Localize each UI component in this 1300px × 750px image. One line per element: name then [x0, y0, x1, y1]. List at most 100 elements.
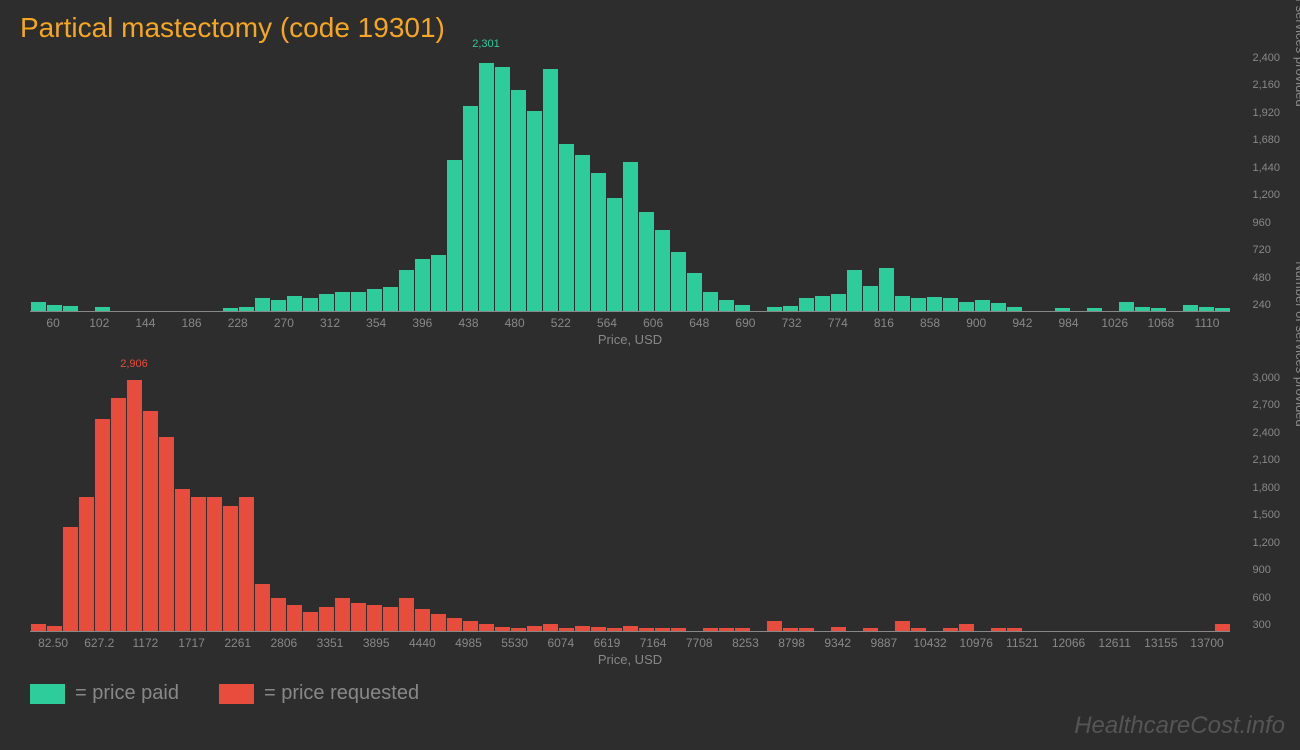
- bar: [1215, 624, 1230, 631]
- bar: [47, 626, 62, 631]
- bar: [767, 307, 782, 311]
- chart-bottom: 2,906 3006009001,2001,5001,8002,1002,400…: [30, 372, 1230, 672]
- bar: [383, 607, 398, 631]
- bar: [671, 628, 686, 631]
- bar: [63, 306, 78, 311]
- y-tick: 2,400: [1252, 52, 1280, 64]
- bar: [31, 302, 46, 311]
- bar: [479, 63, 494, 311]
- x-tick: 3895: [353, 636, 399, 650]
- bar: [815, 296, 830, 311]
- x-tick: 12066: [1045, 636, 1091, 650]
- bar: [1007, 307, 1022, 311]
- bar: [207, 497, 222, 631]
- y-tick: 1,800: [1252, 482, 1280, 494]
- x-tick: 1026: [1092, 316, 1138, 330]
- y-label-top: Number of services provided: [1293, 0, 1300, 106]
- x-tick: 6074: [538, 636, 584, 650]
- x-tick: 6619: [584, 636, 630, 650]
- x-tick: 13700: [1184, 636, 1230, 650]
- legend-label-requested: = price requested: [264, 682, 419, 705]
- x-tick: 648: [676, 316, 722, 330]
- bar: [623, 162, 638, 311]
- bar: [527, 626, 542, 631]
- bar: [367, 605, 382, 631]
- bar: [735, 305, 750, 311]
- x-tick: 438: [445, 316, 491, 330]
- bar: [351, 603, 366, 631]
- bar: [991, 628, 1006, 631]
- x-tick: 11521: [999, 636, 1045, 650]
- x-tick: 13155: [1138, 636, 1184, 650]
- bar: [95, 307, 110, 311]
- bar: [47, 305, 62, 311]
- bar: [431, 614, 446, 631]
- bar: [735, 628, 750, 631]
- bar: [655, 230, 670, 311]
- y-tick: 2,160: [1252, 79, 1280, 91]
- bar: [671, 252, 686, 311]
- x-tick: 732: [769, 316, 815, 330]
- bar: [31, 624, 46, 631]
- bar: [543, 69, 558, 311]
- x-axis-bottom: 82.50627.2117217172261280633513895444049…: [30, 636, 1230, 650]
- bar: [495, 627, 510, 631]
- y-tick: 480: [1252, 272, 1280, 284]
- bar: [1055, 308, 1070, 311]
- y-tick: 720: [1252, 244, 1280, 256]
- x-tick: 942: [999, 316, 1045, 330]
- x-tick: 2261: [215, 636, 261, 650]
- bar: [559, 628, 574, 631]
- x-tick: 10976: [953, 636, 999, 650]
- bar: [591, 173, 606, 311]
- bar: [159, 437, 174, 631]
- bar: [847, 270, 862, 311]
- bar: [575, 626, 590, 631]
- bar: [783, 628, 798, 631]
- x-label-top: Price, USD: [30, 332, 1230, 347]
- x-tick: 144: [122, 316, 168, 330]
- legend-item-requested: = price requested: [219, 682, 419, 705]
- bar: [415, 609, 430, 631]
- bar: [335, 598, 350, 631]
- x-tick: 522: [538, 316, 584, 330]
- x-label-bottom: Price, USD: [30, 652, 1230, 667]
- bar: [799, 628, 814, 631]
- watermark: HealthcareCost.info: [1074, 712, 1285, 740]
- bar: [303, 298, 318, 311]
- bars-bottom: [30, 372, 1230, 631]
- bar: [511, 628, 526, 631]
- bar: [543, 624, 558, 631]
- bar: [1119, 302, 1134, 311]
- bar: [607, 628, 622, 631]
- y-tick: 240: [1252, 299, 1280, 311]
- x-tick: 900: [953, 316, 999, 330]
- bar: [239, 497, 254, 631]
- y-tick: 1,920: [1252, 107, 1280, 119]
- bar: [959, 302, 974, 311]
- bar: [927, 297, 942, 311]
- bar: [895, 621, 910, 631]
- y-tick: 960: [1252, 217, 1280, 229]
- bars-top: [30, 52, 1230, 311]
- legend-item-paid: = price paid: [30, 682, 179, 705]
- x-tick: 9342: [815, 636, 861, 650]
- y-tick: 600: [1252, 592, 1280, 604]
- bar: [1087, 308, 1102, 311]
- bar: [655, 628, 670, 631]
- x-tick: 1172: [122, 636, 168, 650]
- x-tick: 1110: [1184, 316, 1230, 330]
- bar: [895, 296, 910, 311]
- x-tick: 186: [168, 316, 214, 330]
- bar: [831, 627, 846, 631]
- bar: [575, 155, 590, 311]
- bar: [863, 286, 878, 311]
- bar: [719, 300, 734, 311]
- x-axis-top: 6010214418622827031235439643848052256460…: [30, 316, 1230, 330]
- y-tick: 2,400: [1252, 427, 1280, 439]
- x-tick: 3351: [307, 636, 353, 650]
- x-tick: 396: [399, 316, 445, 330]
- peak-label-top: 2,301: [472, 38, 500, 50]
- x-tick: 1717: [168, 636, 214, 650]
- bar: [591, 627, 606, 631]
